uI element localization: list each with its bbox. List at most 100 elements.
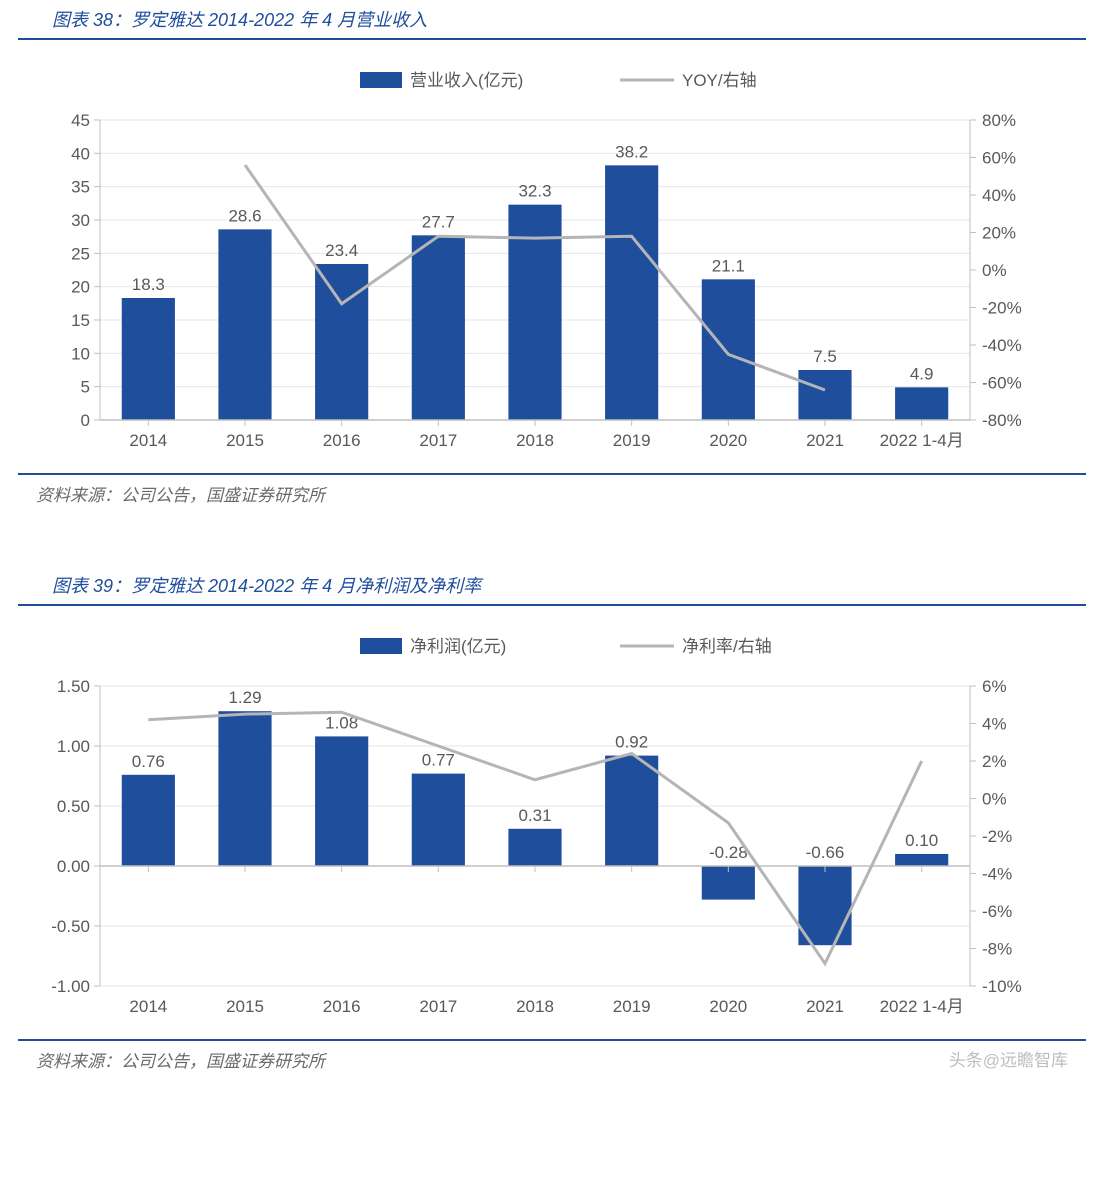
- svg-text:2016: 2016: [323, 431, 361, 450]
- svg-text:27.7: 27.7: [422, 212, 455, 231]
- svg-text:32.3: 32.3: [518, 182, 551, 201]
- svg-text:2016: 2016: [323, 997, 361, 1016]
- svg-text:0.31: 0.31: [518, 806, 551, 825]
- bar: [702, 279, 755, 420]
- chart-38-title: 图表 38：罗定雅达 2014-2022 年 4 月营业收入: [18, 0, 1086, 40]
- bar: [218, 229, 271, 420]
- svg-text:0.00: 0.00: [57, 857, 90, 876]
- bar: [412, 235, 465, 420]
- bar: [605, 756, 658, 866]
- svg-text:1.00: 1.00: [57, 737, 90, 756]
- svg-text:40%: 40%: [982, 186, 1016, 205]
- svg-text:45: 45: [71, 111, 90, 130]
- svg-text:7.5: 7.5: [813, 347, 837, 366]
- svg-text:-10%: -10%: [982, 977, 1022, 996]
- legend: 净利润(亿元) 净利率/右轴: [360, 637, 772, 656]
- svg-text:20%: 20%: [982, 224, 1016, 243]
- svg-text:2017: 2017: [419, 431, 457, 450]
- svg-text:10: 10: [71, 344, 90, 363]
- svg-text:6%: 6%: [982, 677, 1007, 696]
- svg-text:-6%: -6%: [982, 902, 1012, 921]
- bar: [508, 829, 561, 866]
- bar: [895, 854, 948, 866]
- svg-text:2019: 2019: [613, 997, 651, 1016]
- svg-text:4%: 4%: [982, 715, 1007, 734]
- bar: [412, 774, 465, 866]
- chart-38-source: 资料来源：公司公告，国盛证券研究所: [18, 473, 1086, 506]
- svg-text:2018: 2018: [516, 997, 554, 1016]
- svg-text:2017: 2017: [419, 997, 457, 1016]
- svg-text:0.77: 0.77: [422, 751, 455, 770]
- svg-text:2020: 2020: [709, 431, 747, 450]
- svg-text:2015: 2015: [226, 997, 264, 1016]
- svg-text:20: 20: [71, 278, 90, 297]
- chart-39-block: 图表 39：罗定雅达 2014-2022 年 4 月净利润及净利率 -1.00-…: [0, 566, 1104, 1071]
- svg-text:-2%: -2%: [982, 827, 1012, 846]
- svg-text:2018: 2018: [516, 431, 554, 450]
- svg-text:-60%: -60%: [982, 374, 1022, 393]
- svg-text:0.76: 0.76: [132, 752, 165, 771]
- chart-39-svg: -1.00 -0.50 0.00 0.50 1.00 1.50 -10% -8% -6% -4% -…: [30, 626, 1050, 1026]
- svg-text:25: 25: [71, 244, 90, 263]
- svg-text:5: 5: [81, 378, 90, 397]
- svg-text:21.1: 21.1: [712, 256, 745, 275]
- svg-text:YOY/右轴: YOY/右轴: [682, 71, 757, 90]
- svg-text:-8%: -8%: [982, 940, 1012, 959]
- svg-text:15: 15: [71, 311, 90, 330]
- svg-text:38.2: 38.2: [615, 142, 648, 161]
- svg-text:-20%: -20%: [982, 299, 1022, 318]
- watermark: 头条@远瞻智库: [0, 1046, 1068, 1071]
- bar: [798, 370, 851, 420]
- svg-text:净利润(亿元): 净利润(亿元): [410, 637, 506, 656]
- bar: [315, 264, 368, 420]
- svg-text:2021: 2021: [806, 997, 844, 1016]
- svg-text:2019: 2019: [613, 431, 651, 450]
- svg-text:0%: 0%: [982, 261, 1007, 280]
- svg-text:2022 1-4月: 2022 1-4月: [880, 997, 964, 1016]
- svg-text:0: 0: [81, 411, 90, 430]
- chart-38-svg: 0 5 10 15 20 25 30 35 40 45 -80% -60% -40% -20% 0% 20% 4…: [30, 60, 1050, 460]
- chart-39-title: 图表 39：罗定雅达 2014-2022 年 4 月净利润及净利率: [18, 566, 1086, 606]
- svg-text:2021: 2021: [806, 431, 844, 450]
- svg-text:-40%: -40%: [982, 336, 1022, 355]
- svg-text:-4%: -4%: [982, 865, 1012, 884]
- bar: [218, 711, 271, 866]
- svg-text:0.50: 0.50: [57, 797, 90, 816]
- svg-text:35: 35: [71, 178, 90, 197]
- chart-38-block: 图表 38：罗定雅达 2014-2022 年 4 月营业收入 051015202…: [0, 0, 1104, 506]
- svg-text:1.29: 1.29: [228, 688, 261, 707]
- svg-text:40: 40: [71, 144, 90, 163]
- svg-text:2014: 2014: [129, 431, 167, 450]
- bar: [122, 298, 175, 420]
- bar: [315, 736, 368, 866]
- svg-text:0.92: 0.92: [615, 733, 648, 752]
- svg-text:营业收入(亿元): 营业收入(亿元): [410, 71, 523, 90]
- svg-text:-0.66: -0.66: [806, 843, 845, 862]
- svg-text:1.50: 1.50: [57, 677, 90, 696]
- svg-text:-1.00: -1.00: [51, 977, 90, 996]
- svg-text:-80%: -80%: [982, 411, 1022, 430]
- svg-text:2015: 2015: [226, 431, 264, 450]
- svg-text:2022 1-4月: 2022 1-4月: [880, 431, 964, 450]
- svg-text:23.4: 23.4: [325, 241, 358, 260]
- svg-text:80%: 80%: [982, 111, 1016, 130]
- svg-text:-0.50: -0.50: [51, 917, 90, 936]
- legend: 营业收入(亿元) YOY/右轴: [360, 71, 757, 90]
- svg-text:18.3: 18.3: [132, 275, 165, 294]
- svg-text:2020: 2020: [709, 997, 747, 1016]
- svg-text:-0.28: -0.28: [709, 843, 748, 862]
- bar: [798, 866, 851, 945]
- chart-39-body: -1.00 -0.50 0.00 0.50 1.00 1.50 -10% -8% -6% -4% -…: [0, 606, 1104, 1039]
- chart-38-body: 0 5 10 15 20 25 30 35 40 45 -80% -60% -40% -20% 0% 20% 4…: [0, 40, 1104, 473]
- bar: [122, 775, 175, 866]
- bar: [895, 387, 948, 420]
- svg-text:28.6: 28.6: [228, 206, 261, 225]
- bar: [605, 165, 658, 420]
- svg-text:2%: 2%: [982, 752, 1007, 771]
- svg-text:净利率/右轴: 净利率/右轴: [682, 637, 772, 656]
- svg-text:0.10: 0.10: [905, 831, 938, 850]
- svg-text:30: 30: [71, 211, 90, 230]
- svg-text:2014: 2014: [129, 997, 167, 1016]
- svg-text:0%: 0%: [982, 790, 1007, 809]
- svg-text:4.9: 4.9: [910, 364, 934, 383]
